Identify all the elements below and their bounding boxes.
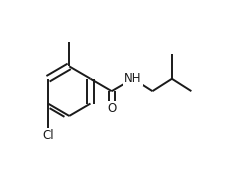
Text: NH: NH [124,72,142,85]
Text: O: O [107,102,116,115]
Text: Cl: Cl [42,129,54,142]
